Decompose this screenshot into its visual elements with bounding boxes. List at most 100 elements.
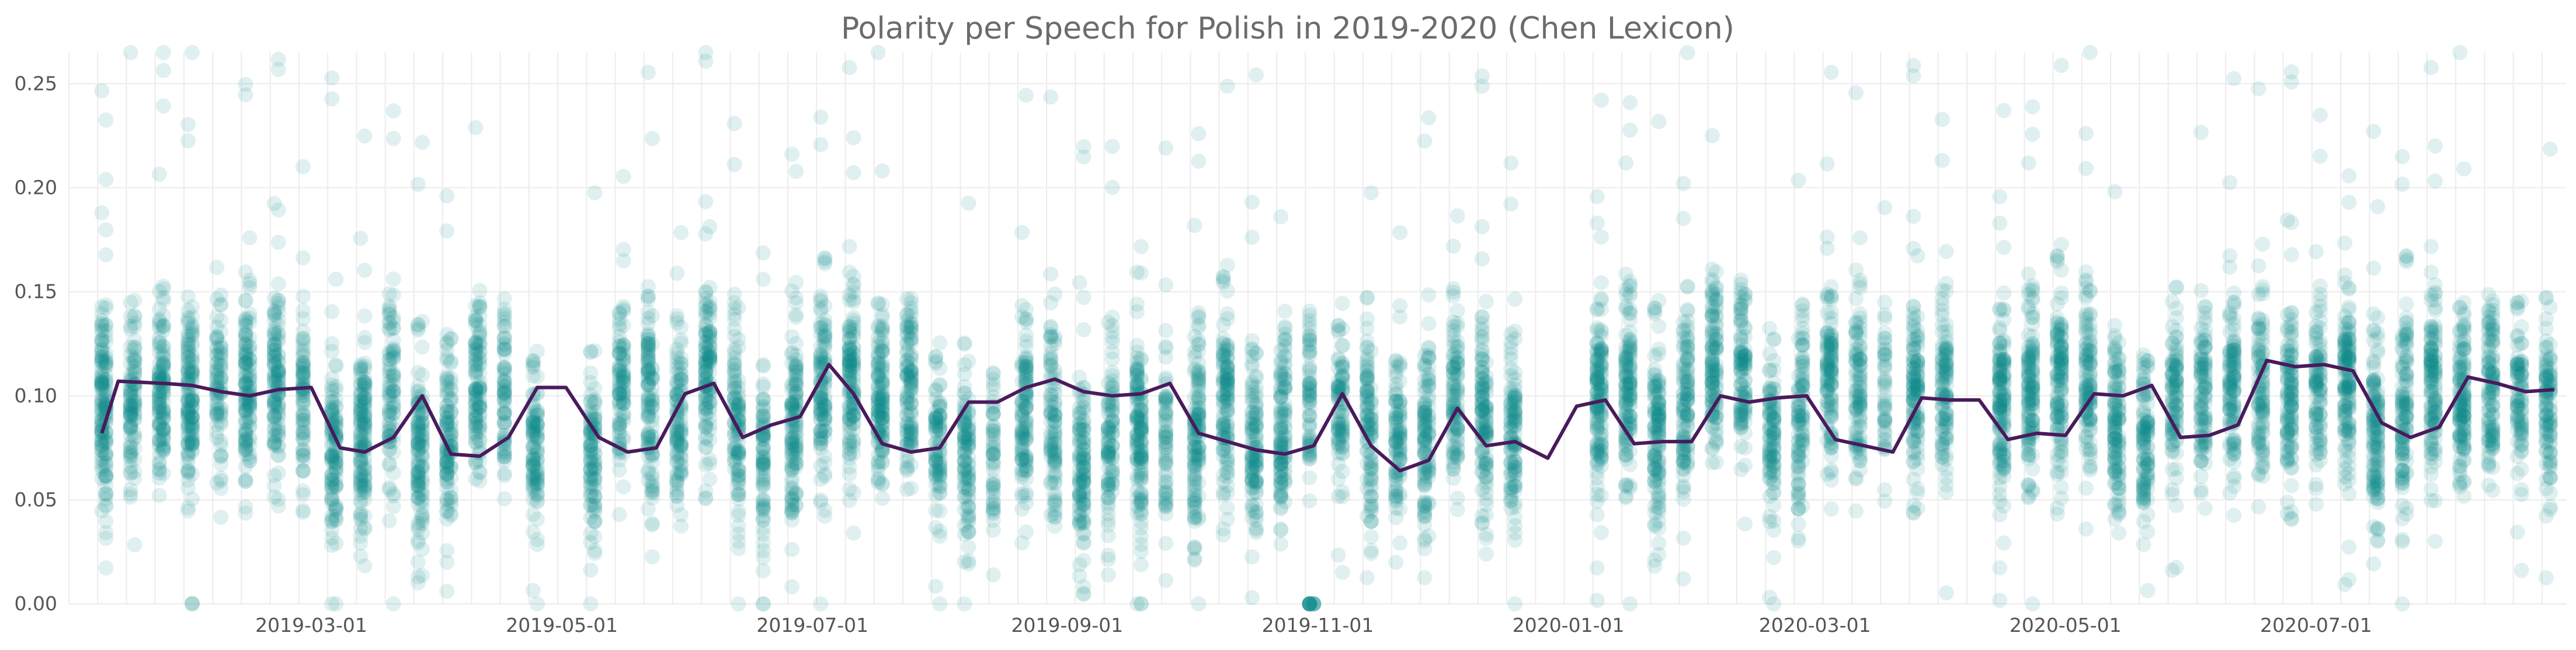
speech-point: [587, 343, 603, 359]
speech-point: [357, 359, 373, 374]
speech-point: [180, 465, 196, 481]
speech-point: [98, 525, 114, 541]
speech-point: [94, 318, 110, 334]
speech-point: [123, 414, 138, 430]
speech-point: [328, 449, 344, 465]
speech-point: [94, 458, 110, 474]
speech-point: [1134, 370, 1149, 385]
speech-point: [127, 537, 142, 552]
speech-point: [180, 371, 196, 387]
speech-point: [213, 449, 229, 465]
speech-point: [98, 300, 114, 316]
speech-point: [1219, 478, 1235, 493]
speech-point: [155, 293, 171, 308]
speech-point: [242, 315, 258, 331]
speech-point: [295, 250, 311, 266]
speech-point: [94, 343, 110, 359]
speech-point: [702, 399, 718, 415]
speech-point: [98, 375, 114, 391]
speech-point: [94, 375, 110, 391]
speech-point: [357, 128, 373, 144]
speech-point: [817, 408, 833, 424]
speech-point: [353, 230, 369, 246]
speech-point: [755, 245, 771, 260]
speech-point: [1273, 536, 1289, 552]
speech-point: [583, 365, 599, 381]
speech-point: [1248, 479, 1264, 495]
speech-point: [151, 314, 167, 329]
speech-point: [381, 513, 397, 529]
speech-point: [702, 471, 718, 487]
speech-point: [270, 331, 286, 347]
speech-point: [155, 319, 171, 335]
speech-point: [443, 331, 459, 346]
speech-point: [185, 466, 200, 482]
speech-point: [94, 353, 110, 369]
speech-point: [1104, 458, 1120, 474]
speech-point: [788, 295, 804, 311]
speech-point: [151, 436, 167, 451]
speech-point: [98, 384, 114, 399]
speech-point: [1334, 565, 1350, 581]
speech-point: [213, 312, 229, 328]
speech-point: [1334, 446, 1350, 462]
speech-point: [644, 336, 660, 352]
speech-point: [98, 499, 114, 515]
speech-point: [213, 355, 229, 371]
speech-point: [385, 130, 401, 146]
speech-point: [180, 462, 196, 478]
speech-point: [155, 384, 171, 399]
speech-point: [644, 369, 660, 384]
speech-point: [357, 383, 373, 398]
speech-point: [698, 490, 714, 506]
speech-point: [1076, 139, 1091, 155]
speech-point: [98, 378, 114, 394]
speech-point: [755, 357, 771, 373]
speech-point: [123, 321, 138, 337]
speech-point: [155, 410, 171, 426]
speech-point: [328, 392, 344, 408]
speech-point: [324, 70, 340, 86]
speech-point: [1076, 552, 1091, 568]
speech-point: [1158, 453, 1174, 468]
speech-point: [180, 444, 196, 460]
speech-point: [328, 536, 344, 551]
speech-point: [443, 353, 459, 369]
speech-point: [961, 195, 976, 211]
speech-point: [414, 541, 430, 557]
speech-point: [123, 406, 138, 422]
speech-point: [616, 318, 631, 333]
speech-point: [155, 358, 171, 374]
speech-point: [155, 349, 171, 364]
speech-point: [788, 392, 804, 408]
speech-point: [98, 478, 114, 493]
speech-point: [1302, 493, 1317, 509]
speech-point: [644, 412, 660, 428]
speech-point: [1047, 444, 1063, 460]
speech-point: [414, 314, 430, 329]
speech-point: [1104, 413, 1120, 429]
speech-point: [731, 518, 746, 534]
speech-point: [98, 447, 114, 463]
speech-point: [127, 339, 142, 355]
speech-point: [155, 404, 171, 420]
speech-point: [127, 425, 142, 441]
speech-point: [155, 343, 171, 359]
speech-point: [1129, 296, 1145, 312]
speech-point: [1248, 505, 1264, 520]
speech-point: [1158, 140, 1174, 156]
speech-point: [98, 222, 114, 238]
speech-point: [155, 358, 171, 374]
speech-point: [673, 225, 689, 241]
speech-point: [155, 318, 171, 334]
speech-point: [123, 446, 138, 461]
speech-point: [1134, 557, 1149, 572]
speech-point: [731, 541, 746, 557]
speech-point: [151, 396, 167, 412]
speech-point: [726, 116, 742, 131]
speech-point: [1219, 78, 1235, 94]
speech-point: [932, 377, 948, 392]
speech-point: [155, 422, 171, 437]
speech-point: [932, 596, 948, 611]
speech-point: [123, 444, 138, 460]
